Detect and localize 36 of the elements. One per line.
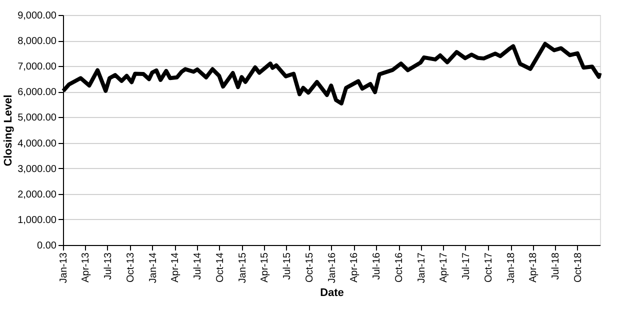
x-tick-label: Jan-18 bbox=[506, 252, 518, 284]
x-tick-label: Oct-18 bbox=[572, 252, 584, 283]
y-axis-title: Closing Level bbox=[2, 94, 15, 166]
x-tick-label: Jul-17 bbox=[460, 252, 472, 280]
x-tick-label: Jan-14 bbox=[148, 252, 159, 284]
x-tick-label: Apr-13 bbox=[80, 252, 92, 283]
y-tick-label: 3,000.00 bbox=[18, 164, 57, 175]
y-tick-label: 6,000.00 bbox=[18, 87, 57, 98]
x-tick-label: Oct-15 bbox=[304, 252, 316, 283]
y-tick-label: 9,000.00 bbox=[18, 10, 57, 22]
x-tick-label: Jan-13 bbox=[58, 252, 70, 284]
y-tick-label: 1,000.00 bbox=[18, 214, 57, 226]
y-tick-label: 4,000.00 bbox=[18, 138, 57, 150]
x-tick-label: Apr-17 bbox=[438, 252, 450, 283]
y-tick-label: 0.00 bbox=[37, 240, 57, 252]
x-tick-label: Jan-17 bbox=[416, 252, 428, 284]
x-tick-label: Apr-18 bbox=[528, 252, 540, 283]
x-tick-label: Jul-16 bbox=[371, 252, 382, 280]
y-tick-label: 8,000.00 bbox=[18, 36, 57, 48]
x-tick-label: Apr-15 bbox=[259, 252, 270, 283]
x-axis-title: Date bbox=[320, 287, 344, 300]
x-tick-label: Apr-16 bbox=[349, 252, 360, 283]
x-tick-label: Jul-13 bbox=[102, 252, 114, 280]
y-tick-label: 5,000.00 bbox=[18, 112, 57, 124]
x-tick-label: Jul-15 bbox=[282, 252, 293, 280]
x-tick-label: Jul-14 bbox=[192, 252, 204, 280]
x-tick-label: Oct-14 bbox=[214, 252, 226, 283]
y-tick-label: 2,000.00 bbox=[18, 189, 57, 200]
x-tick-label: Jan-15 bbox=[237, 252, 248, 284]
x-tick-label: Jul-18 bbox=[550, 252, 562, 280]
x-tick-label: Oct-16 bbox=[394, 252, 406, 283]
x-tick-label: Jan-16 bbox=[326, 252, 338, 284]
x-tick-label: Oct-17 bbox=[483, 252, 494, 283]
x-tick-label: Oct-13 bbox=[125, 252, 136, 283]
y-tick-label: 7,000.00 bbox=[18, 62, 57, 73]
x-tick-label: Apr-14 bbox=[170, 252, 182, 283]
